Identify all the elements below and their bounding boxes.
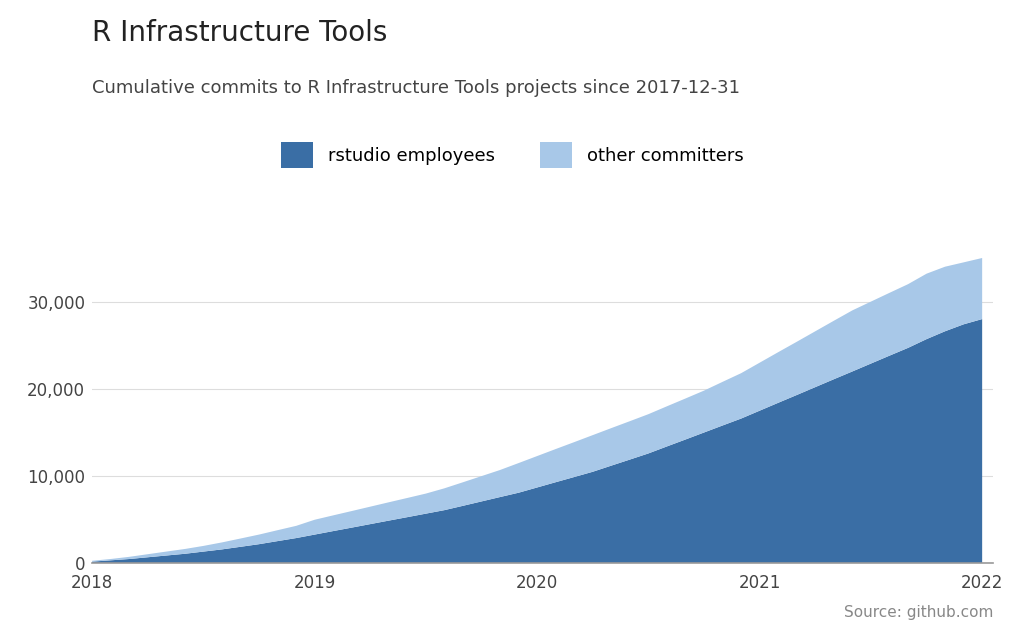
Text: Cumulative commits to R Infrastructure Tools projects since 2017-12-31: Cumulative commits to R Infrastructure T… xyxy=(92,79,740,97)
Text: R Infrastructure Tools: R Infrastructure Tools xyxy=(92,19,387,47)
Text: Source: github.com: Source: github.com xyxy=(844,605,993,620)
Legend: rstudio employees, other committers: rstudio employees, other committers xyxy=(281,142,743,168)
